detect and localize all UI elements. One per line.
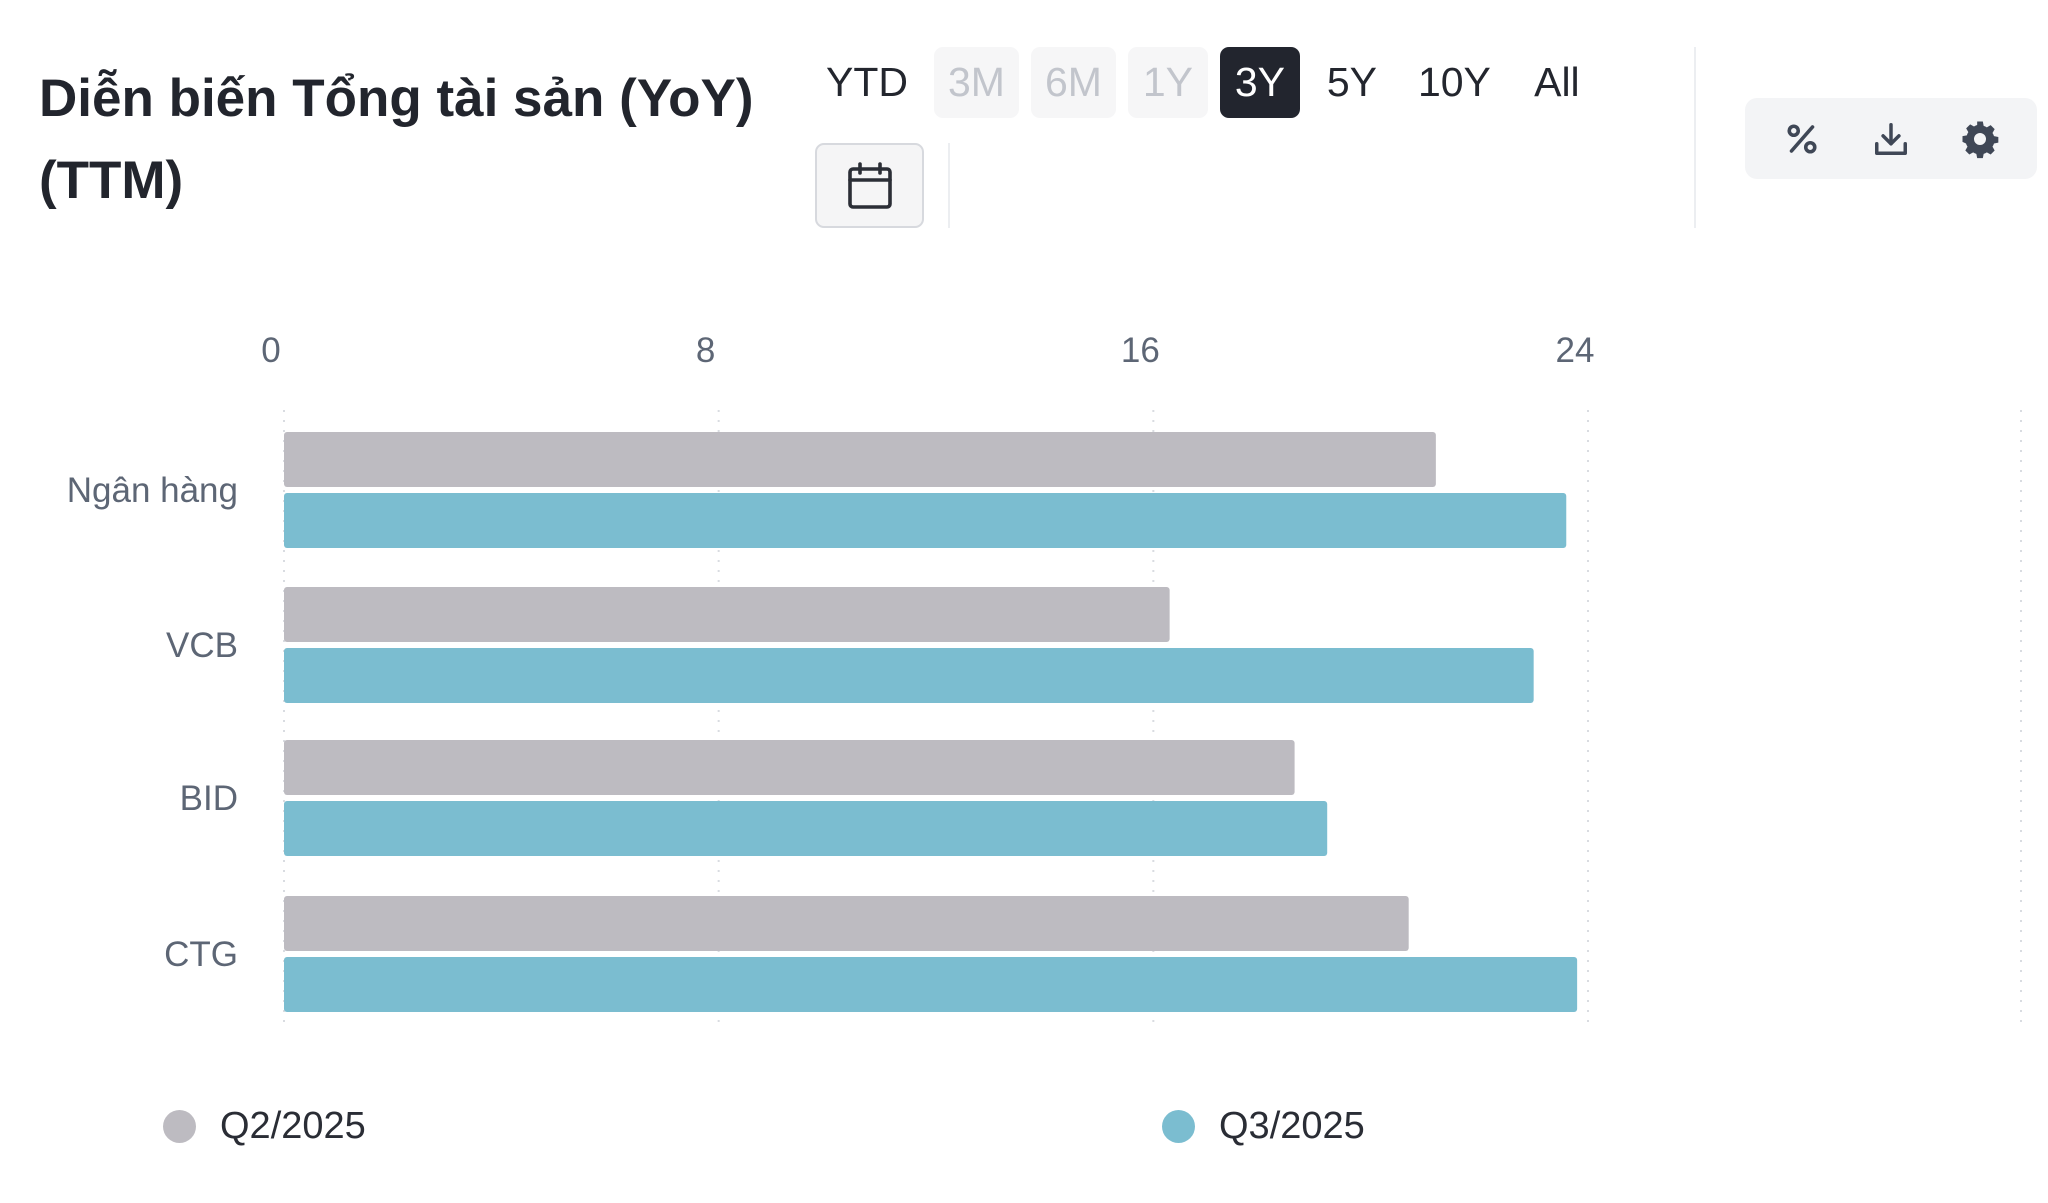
legend-item-q2[interactable]: Q2/2025 [163,1105,366,1148]
range-3y-button[interactable]: 3Y [1219,47,1300,118]
bar-q2 [284,896,1409,951]
divider [1694,47,1696,228]
page-title: Diễn biến Tổng tài sản (YoY) (TTM) [39,69,754,210]
range-10y-button[interactable]: 10Y [1417,59,1491,105]
y-category-label: CTG [164,935,238,974]
settings-button[interactable] [1950,109,2010,169]
legend-swatch-q2 [163,1110,196,1143]
x-tick-label: 8 [696,331,715,370]
range-5y-button[interactable]: 5Y [1326,59,1378,105]
legend-swatch-q3 [1162,1110,1195,1143]
y-category-label: BID [180,779,238,818]
legend-label-q3: Q3/2025 [1219,1105,1365,1147]
percent-icon [1787,123,1817,154]
range-ytd-button[interactable]: YTD [826,59,908,105]
bar-q2 [284,740,1295,795]
download-button[interactable] [1861,109,1921,169]
range-6m-button[interactable]: 6M [1030,47,1116,118]
x-tick-label: 16 [1121,331,1160,370]
legend-label-q2: Q2/2025 [220,1105,366,1147]
percent-toggle-button[interactable] [1772,109,1832,169]
range-all-button[interactable]: All [1534,59,1580,105]
x-tick-label: 0 [261,331,280,370]
gear-icon [1962,121,1999,158]
y-category-label: VCB [166,626,238,665]
range-1y-button[interactable]: 1Y [1127,47,1208,118]
y-category-label: Ngân hàng [67,471,238,510]
bar-q3 [284,957,1578,1012]
bar-chart: 0 8 16 24 Ngân hàng VCB BID CTG [67,331,2022,1030]
calendar-icon [847,161,892,209]
time-range-selector: YTD 3M 6M 1Y 3Y 5Y 10Y All [812,47,1597,118]
x-tick-label: 24 [1556,331,1595,370]
download-icon [1874,122,1907,155]
range-3m-button[interactable]: 3M [934,47,1019,118]
chart-toolbar [1745,98,2037,179]
bar-q3 [284,801,1328,856]
divider [948,143,950,228]
bar-q3 [284,648,1534,703]
bar-q3 [284,493,1567,548]
bar-q2 [284,587,1170,642]
bar-q2 [284,432,1436,487]
date-picker-button[interactable] [815,143,924,228]
legend-item-q3[interactable]: Q3/2025 [1162,1105,1365,1148]
